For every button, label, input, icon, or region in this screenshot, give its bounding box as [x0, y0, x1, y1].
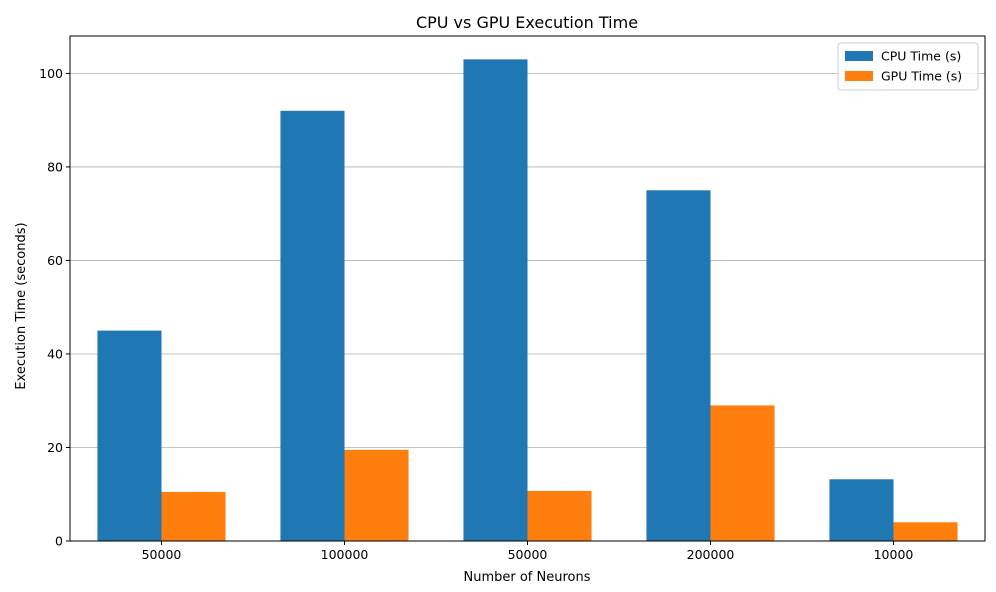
- y-axis-ticks: 0 20 40 60 80 100: [39, 66, 70, 549]
- x-axis-label: Number of Neurons: [463, 570, 590, 585]
- y-tick-label: 60: [47, 253, 63, 268]
- x-tick-label: 100000: [321, 547, 369, 562]
- x-tick-label: 50000: [142, 547, 182, 562]
- y-tick-label: 100: [39, 66, 63, 81]
- x-tick-label: 200000: [687, 547, 735, 562]
- y-tick-label: 40: [47, 346, 63, 361]
- y-tick-label: 20: [47, 440, 63, 455]
- bar-cpu: [829, 479, 894, 541]
- legend-swatch: [845, 51, 873, 61]
- bar-gpu: [161, 491, 226, 541]
- bar-gpu: [527, 490, 592, 541]
- legend-label: CPU Time (s): [881, 49, 961, 64]
- x-axis-ticks: 50000 100000 50000 200000 10000: [142, 541, 914, 562]
- bar-gpu: [344, 449, 409, 541]
- legend-label: GPU Time (s): [881, 69, 962, 84]
- bar-cpu: [280, 110, 345, 541]
- x-tick-label: 10000: [874, 547, 914, 562]
- x-tick-label: 50000: [508, 547, 548, 562]
- bar-cpu: [97, 330, 162, 541]
- y-tick-label: 0: [55, 534, 63, 549]
- bar-gpu: [893, 522, 958, 541]
- legend-swatch: [845, 71, 873, 81]
- bars: [97, 59, 958, 542]
- legend: CPU Time (s) GPU Time (s): [837, 42, 979, 91]
- y-axis-label: Execution Time (seconds): [14, 222, 29, 389]
- y-tick-label: 80: [47, 159, 63, 174]
- bar-gpu: [710, 405, 775, 541]
- chart-title: CPU vs GPU Execution Time: [416, 13, 638, 32]
- bar-cpu: [463, 59, 528, 541]
- bar-cpu: [646, 190, 711, 542]
